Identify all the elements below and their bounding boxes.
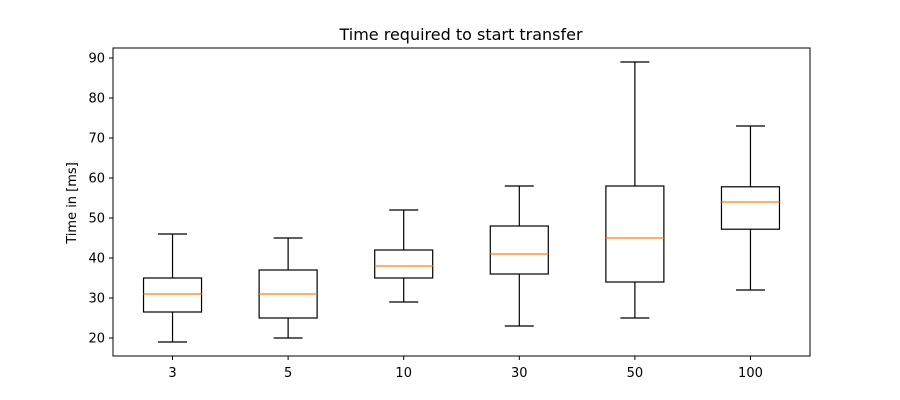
x-axis: 3 5 10 30 50 100 <box>168 356 763 381</box>
box-group-10 <box>374 209 434 303</box>
plot-frame <box>112 47 811 357</box>
y-tick-label: 50 <box>88 212 105 227</box>
x-tick-label: 3 <box>168 366 176 381</box>
boxes-layer <box>142 61 781 343</box>
box-group-50 <box>605 61 665 319</box>
x-tick-label: 30 <box>511 366 528 381</box>
y-tick-label: 80 <box>88 92 105 107</box>
iqr-box <box>489 225 549 275</box>
y-tick-label: 90 <box>88 52 105 67</box>
x-tick-label: 100 <box>738 366 763 381</box>
box-group-30 <box>489 185 549 327</box>
box-group-100 <box>720 125 781 291</box>
y-axis: 20 30 40 50 60 70 80 90 <box>88 52 113 347</box>
chart-title: Time required to start transfer <box>338 25 582 44</box>
y-tick-label: 30 <box>88 292 105 307</box>
iqr-box <box>142 277 203 313</box>
y-tick-label: 20 <box>88 332 105 347</box>
y-tick-label: 60 <box>88 172 105 187</box>
y-tick-label: 40 <box>88 252 105 267</box>
box-group-3 <box>142 233 203 343</box>
box-group-5 <box>258 237 318 339</box>
x-tick-label: 5 <box>284 366 292 381</box>
iqr-box <box>605 185 665 283</box>
y-axis-label: Time in [ms] <box>65 162 80 245</box>
iqr-box <box>720 186 781 230</box>
y-tick-label: 70 <box>88 132 105 147</box>
x-tick-label: 10 <box>395 366 412 381</box>
x-tick-label: 50 <box>627 366 644 381</box>
iqr-box <box>374 249 434 279</box>
